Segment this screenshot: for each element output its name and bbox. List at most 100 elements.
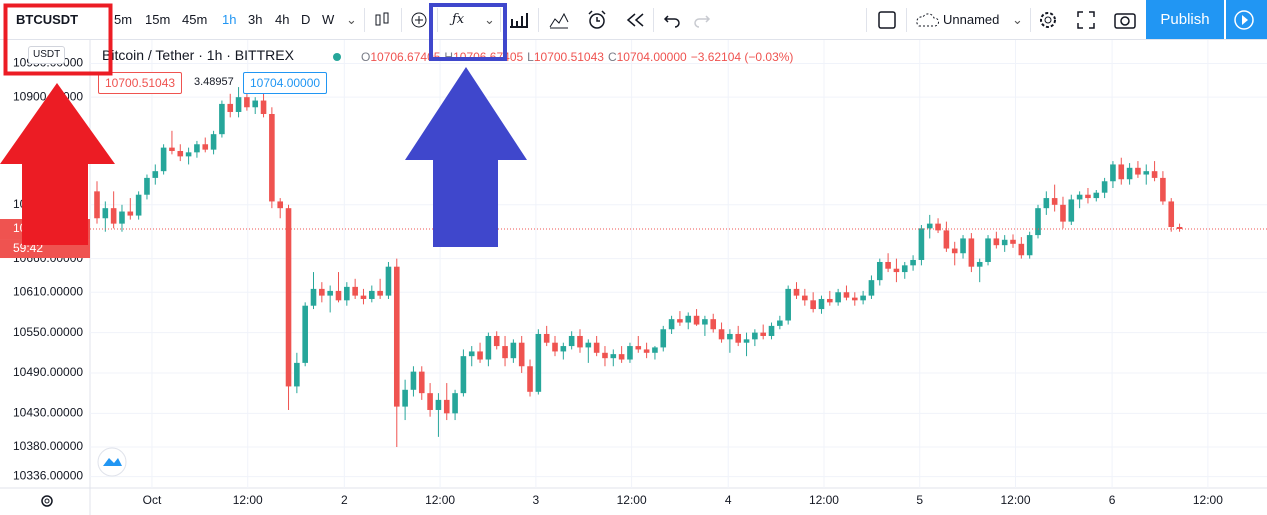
undo-button[interactable]: [662, 10, 684, 30]
interval-button[interactable]: 4h: [275, 12, 290, 27]
ohlc-value: 10700.51043: [533, 50, 604, 64]
candle-body: [177, 150, 184, 157]
candle-body: [119, 211, 125, 224]
candle-body: [935, 223, 941, 231]
candle-body: [260, 100, 267, 114]
legend-title: Bitcoin / Tether · 1h · BITTREX: [102, 47, 294, 63]
separator: [906, 8, 907, 32]
templates-button[interactable]: [548, 10, 570, 30]
x-tick-label: 12:00: [425, 493, 455, 507]
candle-body: [418, 371, 425, 394]
highlight-box-red: [3, 3, 113, 76]
candle-body: [1143, 171, 1150, 175]
chart-type-button[interactable]: [372, 10, 392, 30]
x-tick-label: 12:00: [1193, 493, 1223, 507]
candle-body: [843, 292, 850, 298]
icon-redo: [694, 15, 711, 28]
candle-body: [685, 315, 692, 323]
tv-logo[interactable]: [97, 447, 127, 477]
candle-body: [1026, 235, 1033, 256]
candle-body: [918, 228, 925, 260]
settings-gear[interactable]: [41, 495, 53, 507]
x-tick-label: 3: [533, 493, 540, 507]
candle-body: [1043, 198, 1050, 209]
candle-body: [294, 362, 300, 387]
interval-button[interactable]: D: [301, 12, 311, 27]
y-tick-label: 10336.00000: [13, 469, 83, 483]
interval-menu[interactable]: ⌄: [346, 12, 357, 27]
candle-body: [468, 351, 475, 357]
fullscreen-button[interactable]: [1075, 9, 1097, 31]
candle-body: [319, 288, 325, 296]
candle-body: [943, 230, 950, 249]
ohlc-value: 10706.67405: [370, 50, 441, 64]
candle-body: [502, 346, 508, 359]
candle-body: [427, 393, 433, 410]
icon-candle: [375, 14, 381, 26]
candle-body: [219, 103, 225, 135]
interval-button[interactable]: 3h: [248, 12, 263, 27]
candle-body: [1010, 239, 1016, 244]
layout-name[interactable]: Unnamed: [943, 12, 1000, 27]
candle-body: [960, 238, 966, 254]
interval-button[interactable]: W: [322, 12, 335, 27]
interval-button[interactable]: 5m: [114, 12, 133, 27]
layout-menu[interactable]: ⌄: [1012, 12, 1023, 27]
icon-undo: [663, 15, 680, 28]
icon-candle: [383, 12, 389, 24]
financials-button[interactable]: [508, 10, 530, 30]
indicators-button[interactable]: ƒx: [452, 12, 465, 27]
candle-body: [160, 147, 167, 172]
play-button[interactable]: [1226, 0, 1267, 39]
candle-body: [202, 144, 209, 150]
candle-body: [643, 349, 650, 353]
indicators-menu[interactable]: ⌄: [484, 12, 495, 27]
ohlc-key: O: [361, 50, 371, 64]
candle-body: [144, 177, 150, 195]
candle-body: [1035, 208, 1041, 236]
ask-box: 10704.00000: [243, 72, 328, 94]
separator: [538, 8, 539, 32]
y-tick-label: 10380.00000: [13, 439, 83, 453]
icon-expand: [1077, 11, 1095, 29]
interval-button[interactable]: 1h: [222, 12, 237, 27]
candle-body: [668, 319, 675, 330]
redo-button[interactable]: [690, 10, 712, 30]
replay-button[interactable]: [625, 10, 647, 30]
candle-body: [552, 342, 558, 352]
candle-body: [210, 134, 217, 150]
alert-button[interactable]: [586, 9, 608, 31]
interval-button[interactable]: 45m: [182, 12, 208, 27]
settings-button[interactable]: [1037, 9, 1059, 31]
candle-body: [993, 238, 1000, 246]
compare-button[interactable]: [409, 10, 429, 30]
x-tick-label: Oct: [143, 493, 162, 507]
icon-lens: [1120, 16, 1130, 26]
publish-button[interactable]: Publish: [1146, 0, 1224, 39]
candle-body: [402, 389, 408, 407]
candle-body: [352, 286, 358, 296]
candle-body: [627, 346, 633, 360]
candle-body: [543, 333, 550, 343]
candle-body: [652, 347, 658, 353]
y-tick-label: 10550.00000: [13, 325, 83, 339]
candle-body: [169, 147, 175, 151]
candle-body: [660, 329, 667, 348]
candle-body: [1151, 171, 1158, 178]
icon-gear-hub: [1044, 16, 1052, 24]
candle-body: [1085, 194, 1091, 199]
candle-body: [768, 325, 775, 336]
candle-body: [493, 335, 500, 347]
fullscreen-layout-button[interactable]: [877, 10, 897, 30]
candle-body: [227, 103, 234, 112]
y-tick-label: 10430.00000: [13, 406, 83, 420]
snapshot-button[interactable]: [1113, 9, 1137, 31]
interval-button[interactable]: 15m: [145, 12, 171, 27]
gear-ring: [41, 495, 53, 507]
toolbar: BTCUSDT 5m 15m 45m 1h 3h 4h D W ⌄ ƒx ⌄: [0, 0, 1267, 40]
symbol[interactable]: BTCUSDT: [16, 12, 79, 27]
currency-badge[interactable]: USDT: [28, 46, 66, 64]
candle-body: [868, 280, 875, 296]
ohlc-key: L: [527, 50, 534, 64]
